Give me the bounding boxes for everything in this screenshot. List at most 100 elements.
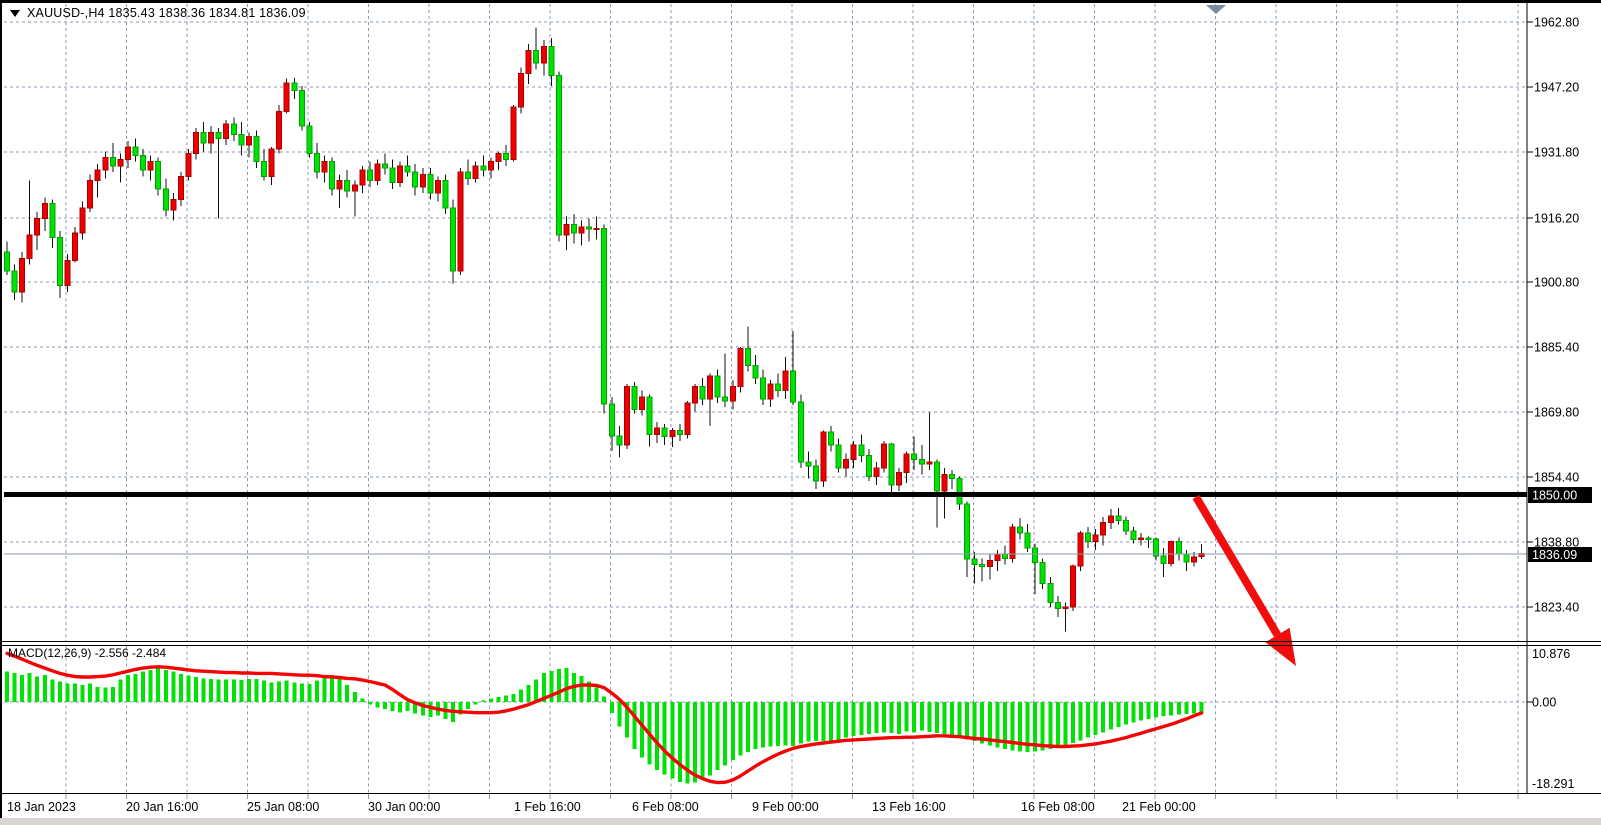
symbol-marker-icon — [10, 10, 20, 17]
macd-histogram-bar — [95, 686, 100, 702]
candle-bull — [102, 157, 109, 171]
candle-bear — [230, 123, 237, 135]
candle-bull — [336, 180, 343, 190]
macd-histogram-bar — [745, 701, 750, 752]
macd-histogram-bar — [791, 701, 796, 747]
macd-histogram-bar — [881, 701, 886, 733]
candle-bull — [563, 224, 570, 236]
candle-bull — [359, 169, 366, 186]
panel-border — [0, 641, 1601, 642]
candle-bull — [268, 148, 275, 177]
macd-histogram-bar — [632, 701, 637, 749]
candle-bear — [699, 386, 706, 400]
candle-bear — [49, 203, 56, 238]
macd-histogram-bar — [398, 701, 403, 713]
macd-histogram-bar — [715, 701, 720, 771]
candle-bull — [903, 453, 910, 473]
price-tick-label: 1823.40 — [1534, 601, 1579, 615]
candle-bear — [298, 89, 305, 127]
horizontal-level-line[interactable] — [4, 492, 1527, 497]
candle-bull — [79, 207, 86, 234]
macd-histogram-bar — [511, 693, 516, 702]
candle-bear — [911, 453, 918, 461]
macd-histogram-bar — [1078, 701, 1083, 741]
time-tick-label: 1 Feb 16:00 — [514, 800, 581, 814]
candle-bull — [767, 383, 774, 400]
macd-histogram-bar — [655, 701, 660, 771]
macd-histogram-bar — [103, 687, 108, 702]
macd-histogram-bar — [738, 701, 743, 756]
trend-arrow-head[interactable] — [1265, 627, 1296, 666]
candle-bear — [109, 157, 116, 167]
macd-histogram-bar — [375, 701, 380, 708]
macd-histogram-bar — [836, 701, 841, 740]
macd-histogram-bar — [662, 701, 667, 775]
macd-histogram-bar — [201, 678, 206, 702]
candle-bear — [790, 370, 797, 403]
candle-bear — [979, 564, 986, 568]
level-price-tag-text: 1850.00 — [1532, 489, 1577, 503]
candle-bull — [185, 152, 192, 177]
trend-arrow-shaft[interactable] — [1192, 494, 1281, 638]
chart-shift-marker-icon[interactable] — [1206, 5, 1226, 14]
macd-histogram-bar — [1070, 701, 1075, 743]
macd-histogram-bar — [723, 701, 728, 766]
macd-histogram-bar — [186, 675, 191, 702]
candle-bear — [933, 461, 940, 492]
candle-bear — [571, 224, 577, 234]
bottom-strip — [0, 818, 1601, 825]
candle-bull — [495, 152, 502, 163]
macd-histogram-bar — [194, 677, 198, 702]
macd-histogram-bar — [148, 669, 153, 702]
macd-histogram-bar — [602, 696, 607, 702]
macd-histogram-bar — [700, 701, 705, 780]
macd-tick-label: 0.00 — [1532, 695, 1556, 709]
macd-indicator-label: MACD(12,26,9) -2.556 -2.484 — [8, 646, 167, 660]
candle-bull — [623, 386, 630, 446]
candle-bull — [41, 203, 48, 219]
macd-histogram-bar — [1116, 701, 1121, 727]
macd-histogram-bar — [685, 701, 690, 784]
candle-bear — [608, 403, 615, 437]
candle-bull — [472, 165, 479, 180]
macd-histogram-bar — [413, 701, 418, 714]
macd-histogram-bar — [367, 701, 372, 705]
candle-bear — [1145, 537, 1152, 540]
macd-histogram-bar — [1018, 701, 1023, 752]
candle-bear — [480, 165, 487, 171]
candle-bear — [805, 461, 812, 467]
macd-histogram-bar — [1139, 701, 1143, 721]
panel-border — [0, 0, 2, 818]
macd-histogram-bar — [965, 701, 970, 740]
candle-bear — [291, 82, 298, 91]
macd-histogram-bar — [1131, 701, 1136, 723]
candle-bear — [465, 171, 472, 180]
macd-histogram-bar — [12, 673, 17, 702]
candle-bull — [117, 159, 124, 167]
macd-histogram-bar — [405, 701, 410, 711]
chart-title: XAUUSD-,H4 1835.43 1838.36 1834.81 1836.… — [10, 6, 306, 20]
candle-bull — [245, 136, 252, 146]
candle-bull — [578, 226, 585, 234]
macd-histogram-bar — [330, 675, 335, 702]
candle-bull — [351, 184, 358, 192]
candle-bear — [1054, 601, 1061, 610]
candle-bull — [518, 73, 525, 108]
candle-bear — [56, 236, 63, 287]
candle-bull — [850, 444, 857, 461]
candle-bull — [487, 161, 494, 171]
candle-bear — [964, 503, 971, 560]
candle-bull — [177, 175, 184, 201]
candle-bear — [971, 558, 978, 566]
candle-bear — [533, 50, 540, 64]
candle-bear — [132, 146, 139, 156]
candle-bull — [593, 227, 600, 231]
macd-histogram-bar — [163, 669, 168, 702]
candle-bull — [124, 146, 131, 161]
candle-bear — [760, 377, 766, 400]
price-tick-label: 1916.20 — [1534, 212, 1579, 226]
macd-histogram-bar — [919, 701, 924, 731]
candle-bull — [19, 257, 26, 293]
chart-title-text: XAUUSD-,H4 1835.43 1838.36 1834.81 1836.… — [27, 6, 306, 20]
